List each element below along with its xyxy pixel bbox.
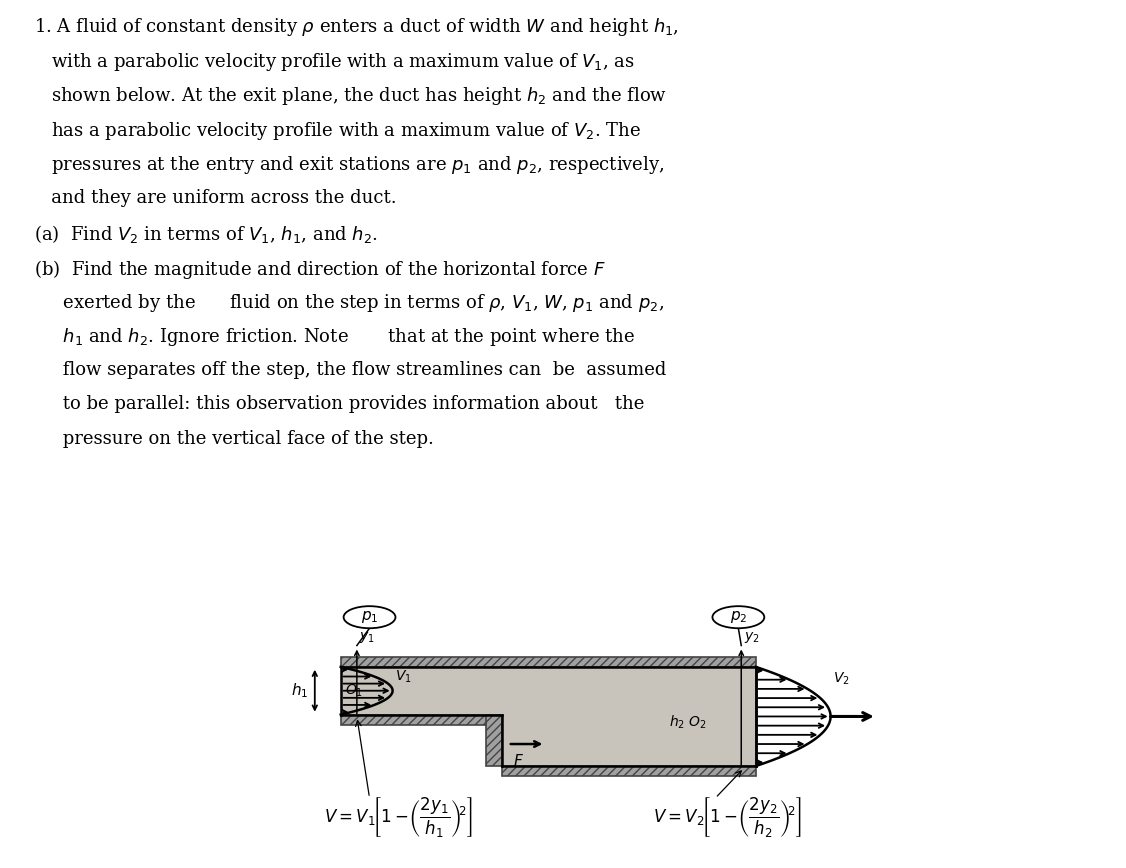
Polygon shape xyxy=(341,667,756,714)
Text: shown below. At the exit plane, the duct has height $h_2$ and the flow: shown below. At the exit plane, the duct… xyxy=(34,85,667,108)
Polygon shape xyxy=(341,656,756,667)
Text: $y_2$: $y_2$ xyxy=(743,630,759,645)
Text: $O_1$: $O_1$ xyxy=(346,682,364,699)
Ellipse shape xyxy=(713,606,765,628)
Text: $h_2\ O_2$: $h_2\ O_2$ xyxy=(669,713,707,731)
Text: 1. A fluid of constant density $\rho$ enters a duct of width $W$ and height $h_1: 1. A fluid of constant density $\rho$ en… xyxy=(34,16,679,38)
Text: $y_1$: $y_1$ xyxy=(359,630,375,645)
Text: pressure on the vertical face of the step.: pressure on the vertical face of the ste… xyxy=(34,430,434,448)
Polygon shape xyxy=(502,766,756,776)
Text: $V = V_1\!\left[1 - \!\left(\dfrac{2y_1}{h_1}\right)^{\!\!2}\right]$: $V = V_1\!\left[1 - \!\left(\dfrac{2y_1}… xyxy=(324,796,473,840)
Text: (a)  Find $V_2$ in terms of $V_1$, $h_1$, and $h_2$.: (a) Find $V_2$ in terms of $V_1$, $h_1$,… xyxy=(34,223,377,245)
Text: and they are uniform across the duct.: and they are uniform across the duct. xyxy=(34,188,396,207)
Text: flow separates off the step, the flow streamlines can  be  assumed: flow separates off the step, the flow st… xyxy=(34,361,667,379)
Polygon shape xyxy=(502,714,756,766)
Text: exerted by the      fluid on the step in terms of $\rho$, $V_1$, $W$, $p_1$ and : exerted by the fluid on the step in term… xyxy=(34,292,664,314)
Text: $V = V_2\!\left[1 - \!\left(\dfrac{2y_2}{h_2}\right)^{\!\!2}\right]$: $V = V_2\!\left[1 - \!\left(\dfrac{2y_2}… xyxy=(653,796,801,840)
Polygon shape xyxy=(486,714,502,766)
Text: to be parallel: this observation provides information about   the: to be parallel: this observation provide… xyxy=(34,395,644,413)
Polygon shape xyxy=(341,714,502,725)
Ellipse shape xyxy=(343,606,395,628)
Text: $h_1$ and $h_2$. Ignore friction. Note       that at the point where the: $h_1$ and $h_2$. Ignore friction. Note t… xyxy=(34,326,635,348)
Text: $V_2$: $V_2$ xyxy=(833,671,850,687)
Text: with a parabolic velocity profile with a maximum value of $V_1$, as: with a parabolic velocity profile with a… xyxy=(34,51,635,73)
Text: $p_1$: $p_1$ xyxy=(360,609,378,625)
Text: $V_1$: $V_1$ xyxy=(395,669,412,685)
Text: (b)  Find the magnitude and direction of the horizontal force $F$: (b) Find the magnitude and direction of … xyxy=(34,258,606,280)
Text: $F$: $F$ xyxy=(512,753,524,769)
Text: pressures at the entry and exit stations are $p_1$ and $p_2$, respectively,: pressures at the entry and exit stations… xyxy=(34,155,664,176)
Text: has a parabolic velocity profile with a maximum value of $V_2$. The: has a parabolic velocity profile with a … xyxy=(34,120,641,141)
Text: $h_1$: $h_1$ xyxy=(291,681,307,700)
Text: $p_2$: $p_2$ xyxy=(730,609,747,625)
